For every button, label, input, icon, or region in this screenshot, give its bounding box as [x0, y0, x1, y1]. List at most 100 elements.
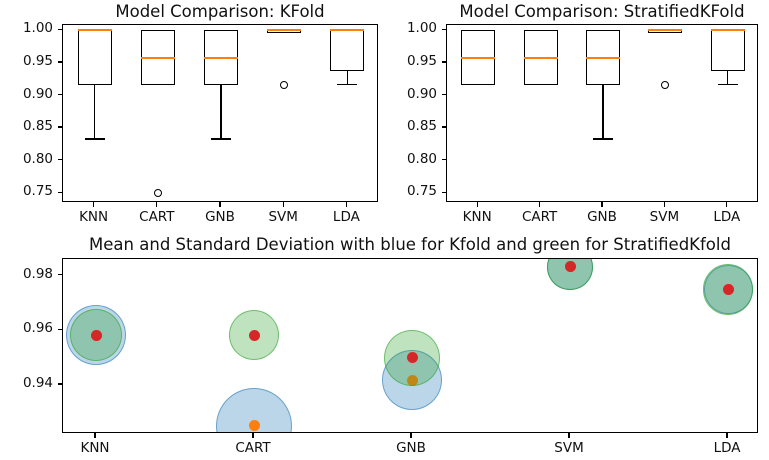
x-tick-label: CART	[139, 208, 175, 225]
stratifiedkfold-plot-title: Model Comparison: StratifiedKFold	[459, 2, 745, 21]
x-tick-label: LDA	[713, 208, 741, 225]
y-tick-mark	[57, 159, 62, 161]
x-tick-label: LDA	[713, 439, 741, 456]
mean-dot-stratifiedkfold-svm	[564, 261, 576, 273]
x-tick-mark	[726, 433, 728, 438]
x-tick-mark	[539, 202, 541, 207]
median-line-gnb	[586, 56, 620, 59]
std-bubble-stratifiedkfold-cart	[228, 309, 280, 361]
y-tick-mark	[57, 61, 62, 63]
box-lda	[710, 30, 745, 72]
y-tick-label: 0.95	[406, 52, 437, 69]
x-tick-mark	[568, 433, 570, 438]
whisker-cap-lower-lda	[337, 83, 358, 86]
y-tick-mark	[57, 274, 62, 276]
x-tick-mark	[282, 202, 284, 207]
x-tick-label: KNN	[462, 208, 492, 225]
y-tick-label: 1.00	[22, 20, 53, 37]
y-tick-label: 1.00	[406, 20, 437, 37]
stratifiedkfold-boxplot-axes	[446, 23, 758, 202]
y-tick-label: 0.90	[406, 85, 437, 102]
x-tick-mark	[219, 202, 221, 207]
mean-dot-stratifiedkfold-gnb	[406, 352, 418, 364]
y-tick-label: 0.80	[406, 150, 437, 167]
y-tick-mark	[57, 93, 62, 96]
x-tick-mark	[156, 202, 158, 207]
whisker-lower-gnb	[602, 84, 604, 139]
y-tick-mark	[441, 126, 446, 128]
std-bubble-stratifiedkfold-lda	[702, 264, 754, 315]
y-tick-mark	[441, 191, 446, 193]
mean-dot-stratifiedkfold-knn	[90, 329, 102, 341]
x-tick-label: SVM	[649, 208, 680, 225]
whisker-cap-lower-lda	[717, 83, 738, 86]
median-line-svm	[648, 29, 683, 32]
mean-std-scatter-axes	[62, 258, 758, 433]
x-tick-label: GNB	[587, 208, 617, 225]
x-tick-mark	[94, 433, 96, 438]
median-line-cart	[140, 56, 175, 59]
y-tick-label: 0.98	[22, 265, 53, 282]
whisker-cap-lower-gnb	[211, 138, 231, 140]
x-tick-label: KNN	[79, 208, 109, 225]
x-tick-label: SVM	[268, 208, 298, 225]
mean-std-plot-title: Mean and Standard Deviation with blue fo…	[89, 235, 731, 254]
whisker-lower-lda	[346, 71, 349, 85]
x-tick-label: CART	[521, 208, 558, 225]
x-tick-mark	[252, 433, 254, 438]
x-tick-mark	[93, 202, 95, 207]
box-knn	[77, 30, 112, 85]
whisker-cap-lower-gnb	[593, 138, 613, 140]
x-tick-label: GNB	[396, 439, 426, 456]
median-line-lda	[330, 29, 365, 32]
x-tick-mark	[663, 202, 665, 207]
y-tick-mark	[441, 28, 446, 30]
whisker-cap-lower-knn	[84, 138, 105, 140]
x-tick-label: KNN	[80, 439, 110, 456]
y-tick-mark	[441, 61, 446, 63]
mean-dot-kfold-cart	[248, 420, 260, 432]
mean-dot-stratifiedkfold-lda	[722, 284, 734, 296]
y-tick-mark	[57, 383, 62, 385]
y-tick-mark	[57, 28, 62, 30]
y-tick-label: 0.85	[22, 118, 53, 135]
whisker-lower-lda	[727, 71, 729, 85]
x-tick-label: LDA	[332, 208, 360, 225]
y-tick-label: 0.96	[22, 320, 53, 337]
x-tick-mark	[476, 202, 478, 207]
y-tick-mark	[441, 159, 446, 161]
x-tick-mark	[345, 202, 347, 207]
whisker-lower-gnb	[220, 84, 222, 139]
x-tick-label: SVM	[554, 439, 584, 456]
median-line-lda	[710, 29, 745, 32]
y-tick-mark	[57, 328, 62, 330]
median-line-gnb	[204, 56, 238, 59]
y-tick-label: 0.90	[22, 85, 53, 102]
x-tick-mark	[726, 202, 728, 207]
y-tick-label: 0.75	[406, 183, 437, 200]
kfold-plot-title: Model Comparison: KFold	[115, 2, 325, 21]
outlier-cart	[153, 189, 162, 198]
y-tick-mark	[57, 191, 62, 193]
outlier-svm	[280, 80, 289, 89]
y-tick-mark	[57, 126, 62, 128]
x-tick-mark	[601, 202, 603, 207]
y-tick-label: 0.94	[22, 374, 53, 391]
y-tick-label: 0.95	[22, 52, 53, 69]
x-tick-label: GNB	[205, 208, 235, 225]
y-tick-label: 0.75	[22, 183, 53, 200]
whisker-lower-knn	[93, 84, 96, 139]
median-line-knn	[461, 56, 496, 59]
y-tick-label: 0.80	[22, 150, 53, 167]
y-tick-label: 0.85	[406, 118, 437, 135]
std-bubble-stratifiedkfold-knn	[69, 308, 123, 362]
box-lda	[330, 30, 365, 72]
x-tick-mark	[410, 433, 412, 438]
median-line-svm	[267, 29, 302, 32]
median-line-cart	[523, 56, 558, 59]
x-tick-label: CART	[235, 439, 271, 456]
y-tick-mark	[441, 93, 446, 96]
kfold-boxplot-axes	[62, 23, 378, 202]
outlier-svm	[661, 80, 670, 89]
